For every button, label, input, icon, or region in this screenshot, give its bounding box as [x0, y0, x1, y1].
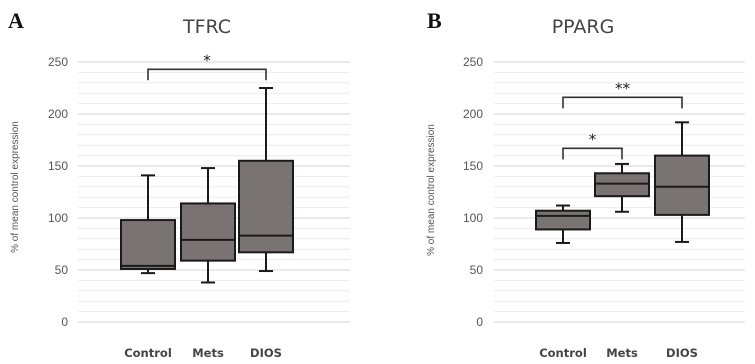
panel-b-letter: B — [427, 8, 442, 33]
significance-label: ** — [615, 79, 631, 97]
panel-a-title: TFRC — [182, 16, 231, 38]
x-category-label: Mets — [192, 346, 224, 360]
significance-bracket — [147, 68, 267, 81]
y-tick-label: 50 — [470, 263, 484, 277]
significance-label: * — [203, 51, 211, 69]
box-iqr — [180, 202, 236, 262]
panel-b-y-axis-label: % of mean control expression — [426, 124, 437, 256]
box-iqr — [120, 219, 176, 270]
panel-a-y-axis-label: % of mean control expression — [10, 121, 21, 253]
box-iqr — [654, 154, 710, 216]
y-tick-label: 100 — [463, 211, 483, 225]
box-iqr — [238, 159, 294, 254]
x-category-label: Control — [124, 346, 172, 360]
significance-label: * — [589, 130, 597, 148]
panel-a-plot-area: 0 50 100 150 200 250 Control Mets DIOS * — [48, 51, 350, 360]
y-tick-label: 150 — [463, 159, 483, 173]
x-category-label: DIOS — [666, 346, 698, 360]
y-tick-label: 50 — [55, 263, 69, 277]
box-control — [120, 174, 176, 275]
box-iqr — [594, 172, 650, 198]
significance-bracket — [562, 147, 623, 160]
panel-b: B PPARG % of mean control expression 0 50… — [426, 8, 745, 360]
x-category-label: Mets — [606, 346, 638, 360]
box-dios — [654, 121, 710, 243]
y-tick-label: 200 — [48, 107, 68, 121]
y-tick-label: 0 — [476, 315, 483, 329]
x-category-label: Control — [539, 346, 587, 360]
x-category-label: DIOS — [250, 346, 282, 360]
box-control — [535, 204, 591, 244]
y-tick-label: 100 — [48, 211, 68, 225]
y-tick-label: 250 — [463, 55, 483, 69]
panel-b-title: PPARG — [552, 16, 615, 38]
box-mets — [180, 167, 236, 284]
box-iqr — [535, 209, 591, 231]
box-mets — [594, 162, 650, 213]
y-tick-label: 0 — [61, 315, 68, 329]
box-dios — [238, 87, 294, 273]
panel-a-letter: A — [8, 8, 24, 33]
panel-a: A TFRC % of mean control expression 0 50 1… — [8, 8, 350, 360]
y-tick-label: 150 — [48, 159, 68, 173]
y-tick-label: 250 — [48, 55, 68, 69]
significance-bracket — [562, 96, 683, 109]
y-tick-label: 200 — [463, 107, 483, 121]
